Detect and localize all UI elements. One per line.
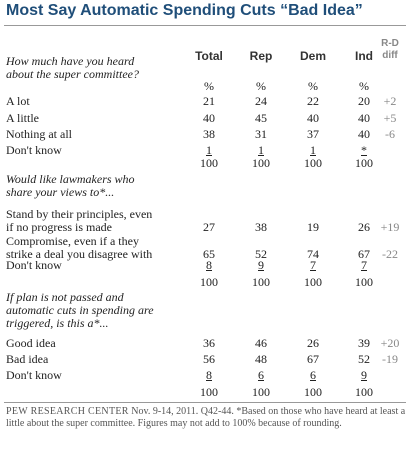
value-cell: 22 (307, 94, 319, 108)
percent-unit: % (308, 79, 318, 93)
value-cell: 38 (255, 220, 267, 234)
footer-divider (4, 402, 406, 403)
value-cell: * (361, 143, 367, 157)
total-cell: 100 (355, 156, 373, 170)
value-cell: 8 (206, 258, 212, 272)
question-text: automatic cuts in spending are (6, 303, 154, 317)
total-cell: 100 (304, 385, 322, 399)
rd-diff-value: -22 (382, 247, 398, 261)
total-cell: 100 (252, 275, 270, 289)
column-header-dem: Dem (299, 49, 326, 63)
value-cell: 38 (203, 127, 215, 141)
value-cell: 36 (203, 336, 215, 350)
value-cell: 7 (361, 258, 367, 272)
source-note: PEW RESEARCH CENTER Nov. 9-14, 2011. Q42… (6, 406, 406, 430)
row-label: Don't know (6, 368, 62, 382)
value-cell: 8 (206, 368, 212, 382)
value-cell: 37 (307, 127, 319, 141)
value-cell: 65 (203, 247, 215, 261)
value-cell: 40 (358, 127, 370, 141)
row-label: Don't know (6, 143, 62, 157)
total-cell: 100 (200, 156, 218, 170)
value-cell: 45 (255, 111, 267, 125)
row-label: Good idea (6, 336, 56, 350)
question-text: about the super committee? (6, 67, 139, 81)
total-cell: 100 (355, 275, 373, 289)
rd-header-line2: diff (382, 50, 398, 61)
value-cell: 7 (310, 258, 316, 272)
row-label: A lot (6, 94, 30, 108)
question-text: Would like lawmakers who (6, 172, 135, 186)
value-cell: 6 (258, 368, 264, 382)
rd-diff-value: +20 (380, 336, 400, 350)
value-cell: 9 (258, 258, 264, 272)
percent-unit: % (256, 79, 266, 93)
rd-diff-value: -6 (385, 127, 395, 141)
value-cell: 67 (358, 247, 370, 261)
value-cell: 6 (310, 368, 316, 382)
value-cell: 67 (307, 352, 319, 366)
column-header-rep: Rep (249, 49, 273, 63)
total-cell: 100 (304, 275, 322, 289)
row-label: if no progress is made (6, 220, 112, 234)
chart-title: Most Say Automatic Spending Cuts “Bad Id… (6, 2, 363, 19)
rd-diff-value: +19 (380, 220, 400, 234)
value-cell: 1 (310, 143, 316, 157)
value-cell: 40 (203, 111, 215, 125)
value-cell: 19 (307, 220, 319, 234)
column-header-ind: Ind (355, 49, 373, 63)
value-cell: 74 (307, 247, 319, 261)
value-cell: 48 (255, 352, 267, 366)
value-cell: 1 (206, 143, 212, 157)
percent-unit: % (204, 79, 214, 93)
total-cell: 100 (252, 156, 270, 170)
question-text: How much have you heard (6, 54, 135, 68)
percent-unit: % (359, 79, 369, 93)
value-cell: 52 (255, 247, 267, 261)
row-label: strike a deal you disagree with (6, 247, 153, 261)
value-cell: 46 (255, 336, 267, 350)
total-cell: 100 (304, 156, 322, 170)
total-cell: 100 (200, 385, 218, 399)
rd-diff-value: +5 (383, 111, 397, 125)
value-cell: 24 (255, 94, 267, 108)
total-cell: 100 (200, 275, 218, 289)
question-text: share your views to*... (6, 185, 115, 199)
value-cell: 26 (358, 220, 370, 234)
value-cell: 40 (358, 111, 370, 125)
value-cell: 1 (258, 143, 264, 157)
value-cell: 40 (307, 111, 319, 125)
column-header-total: Total (195, 49, 223, 63)
rd-diff-value: -19 (382, 352, 398, 366)
title-divider (4, 25, 406, 26)
row-label: Nothing at all (6, 127, 72, 141)
question-text: triggered, is this a*... (6, 316, 109, 330)
question-text: If plan is not passed and (6, 290, 124, 304)
total-cell: 100 (355, 385, 373, 399)
value-cell: 52 (358, 352, 370, 366)
value-cell: 26 (307, 336, 319, 350)
rd-header-line1: R-D (381, 38, 399, 49)
value-cell: 9 (361, 368, 367, 382)
value-cell: 20 (358, 94, 370, 108)
value-cell: 27 (203, 220, 215, 234)
row-label: Bad idea (6, 352, 49, 366)
value-cell: 39 (358, 336, 370, 350)
value-cell: 31 (255, 127, 267, 141)
row-label: Don't know (6, 258, 62, 272)
row-label: A little (6, 111, 39, 125)
row-label: Compromise, even if a they (6, 234, 139, 248)
source-name: PEW RESEARCH CENTER (6, 406, 129, 417)
value-cell: 21 (203, 94, 215, 108)
value-cell: 56 (203, 352, 215, 366)
row-label: Stand by their principles, even (6, 207, 153, 221)
total-cell: 100 (252, 385, 270, 399)
rd-diff-value: +2 (383, 94, 397, 108)
source-details: Nov. 9-14, 2011. Q42-44. *Based on those… (6, 406, 406, 429)
